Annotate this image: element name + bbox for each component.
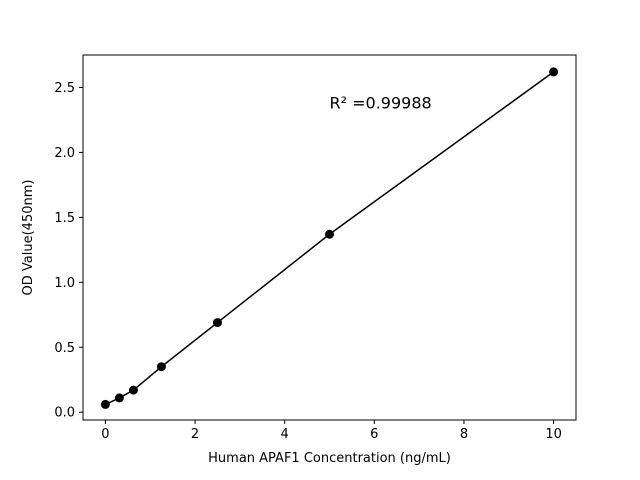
x-tick-label: 6: [370, 427, 378, 442]
data-point: [549, 67, 559, 77]
data-point: [128, 385, 138, 395]
y-tick-label: 0.5: [54, 341, 75, 356]
data-point: [212, 318, 222, 328]
x-tick-label: 4: [281, 427, 289, 442]
x-tick-label: 2: [191, 427, 199, 442]
data-point: [156, 362, 166, 372]
y-tick-label: 2.5: [54, 81, 75, 96]
x-axis-label: Human APAF1 Concentration (ng/mL): [208, 451, 451, 466]
x-tick-label: 0: [101, 427, 109, 442]
data-point: [100, 399, 110, 409]
y-tick-label: 1.0: [54, 276, 75, 291]
x-tick-label: 8: [460, 427, 468, 442]
axes-spines: [82, 54, 577, 421]
y-tick-label: 0.0: [54, 406, 75, 421]
data-point: [114, 393, 124, 403]
y-tick-label: 2.0: [54, 146, 75, 161]
y-tick-label: 1.5: [54, 211, 75, 226]
data-point: [325, 229, 334, 239]
y-axis-label: OD Value(450nm): [21, 180, 36, 296]
r-squared-annotation: R² =0.99988: [330, 93, 432, 112]
x-tick-label: 10: [545, 427, 562, 442]
